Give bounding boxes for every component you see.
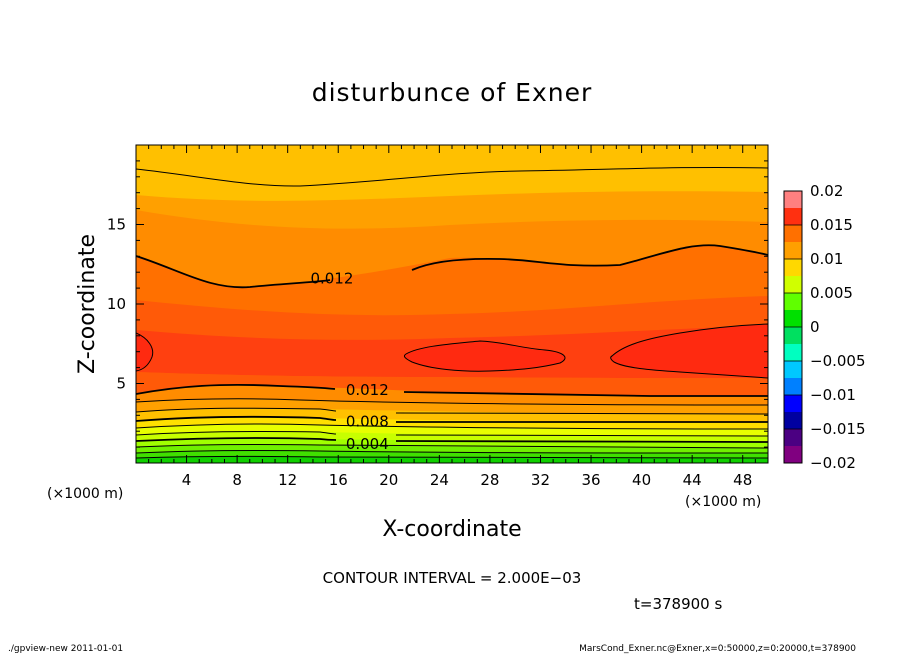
x-tick-label: 20 bbox=[379, 471, 398, 489]
time-label: t=378900 s bbox=[634, 595, 722, 613]
contour-line-top bbox=[136, 166, 768, 187]
y-axis: 5 10 15 bbox=[107, 160, 768, 448]
contour-plot-area bbox=[136, 145, 768, 463]
colorbar-swatch bbox=[784, 259, 802, 276]
high-cell-right bbox=[610, 323, 768, 379]
x-tick-label: 4 bbox=[182, 471, 192, 489]
high-cell-center bbox=[403, 340, 566, 372]
contour-label: 0.004 bbox=[346, 435, 389, 453]
colorbar-tick-label: −0.005 bbox=[810, 352, 866, 370]
x-tick-label: 32 bbox=[531, 471, 550, 489]
x-tick-label: 28 bbox=[480, 471, 499, 489]
colorbar-swatch bbox=[784, 276, 802, 293]
colorbar-tick-label: 0.005 bbox=[810, 284, 853, 302]
footer-left: ./gpview-new 2011-01-01 bbox=[8, 644, 123, 654]
contour-line-0.004 bbox=[136, 437, 768, 443]
x-tick-label: 40 bbox=[632, 471, 651, 489]
colorbar-swatch bbox=[784, 327, 802, 344]
y-tick-label: 10 bbox=[107, 295, 126, 313]
colorbar-swatch bbox=[784, 378, 802, 395]
chart-title: disturbunce of Exner bbox=[312, 78, 593, 107]
x-tick-label: 24 bbox=[430, 471, 449, 489]
colorbar-ticks: 0.02 0.015 0.01 0.005 0 −0.005 −0.01 −0.015 −0.0… bbox=[784, 182, 866, 472]
contour-line-d bbox=[136, 430, 768, 437]
colorbar-tick-label: −0.015 bbox=[810, 420, 866, 438]
x-tick-label: 16 bbox=[329, 471, 348, 489]
colorbar-swatch bbox=[784, 446, 802, 463]
colorbar-tick-label: 0.01 bbox=[810, 250, 843, 268]
x-unit-right: (×1000 m) bbox=[685, 494, 761, 510]
colorbar-tick-label: 0.02 bbox=[810, 182, 843, 200]
colorbar-tick-label: −0.01 bbox=[810, 386, 856, 404]
colorbar-swatch bbox=[784, 344, 802, 361]
colorbar-swatch bbox=[784, 191, 802, 208]
colorbar-swatch bbox=[784, 395, 802, 412]
contour-line-0.012-upper bbox=[136, 244, 768, 289]
contour-line-c bbox=[136, 423, 768, 430]
contour-interval: CONTOUR INTERVAL = 2.000E−03 bbox=[323, 569, 582, 587]
x-tick-label: 8 bbox=[232, 471, 242, 489]
footer-right: MarsCond_Exner.nc@Exner,x=0:50000,z=0:20… bbox=[579, 644, 856, 654]
x-unit-left: (×1000 m) bbox=[47, 486, 123, 502]
x-tick-label: 36 bbox=[581, 471, 600, 489]
colorbar-swatch bbox=[784, 361, 802, 378]
x-axis-label: X-coordinate bbox=[382, 517, 521, 542]
x-tick-label: 44 bbox=[683, 471, 702, 489]
colorbar-swatch bbox=[784, 310, 802, 327]
colorbar-tick-label: −0.02 bbox=[810, 454, 856, 472]
contour-label: 0.012 bbox=[346, 381, 389, 399]
contour-label: 0.012 bbox=[310, 270, 353, 288]
colorbar-swatch bbox=[784, 293, 802, 310]
colorbar-tick-label: 0 bbox=[810, 318, 820, 336]
colorbar bbox=[784, 191, 802, 463]
colorbar-swatch bbox=[784, 242, 802, 259]
colorbar-swatch bbox=[784, 412, 802, 429]
x-axis: 4 8 12 16 20 24 28 32 36 40 44 48 bbox=[148, 145, 756, 489]
colorbar-swatch bbox=[784, 429, 802, 446]
contour-line-a bbox=[136, 398, 768, 406]
y-tick-label: 5 bbox=[116, 375, 126, 393]
x-tick-label: 48 bbox=[733, 471, 752, 489]
y-axis-label: Z-coordinate bbox=[75, 234, 100, 374]
contour-line-0.012-lower bbox=[136, 383, 768, 397]
high-cell-left bbox=[136, 332, 154, 372]
contour-line-0.008 bbox=[136, 415, 768, 423]
y-tick-label: 15 bbox=[107, 216, 126, 234]
contour-label: 0.008 bbox=[346, 413, 389, 431]
x-tick-label: 12 bbox=[278, 471, 297, 489]
colorbar-tick-label: 0.015 bbox=[810, 216, 853, 234]
contour-line-b bbox=[136, 407, 768, 415]
contour-labels: 0.012 0.012 0.008 0.004 bbox=[310, 270, 388, 453]
contour-line-f bbox=[136, 449, 768, 454]
colorbar-swatch bbox=[784, 208, 802, 225]
colorbar-swatch bbox=[784, 225, 802, 242]
